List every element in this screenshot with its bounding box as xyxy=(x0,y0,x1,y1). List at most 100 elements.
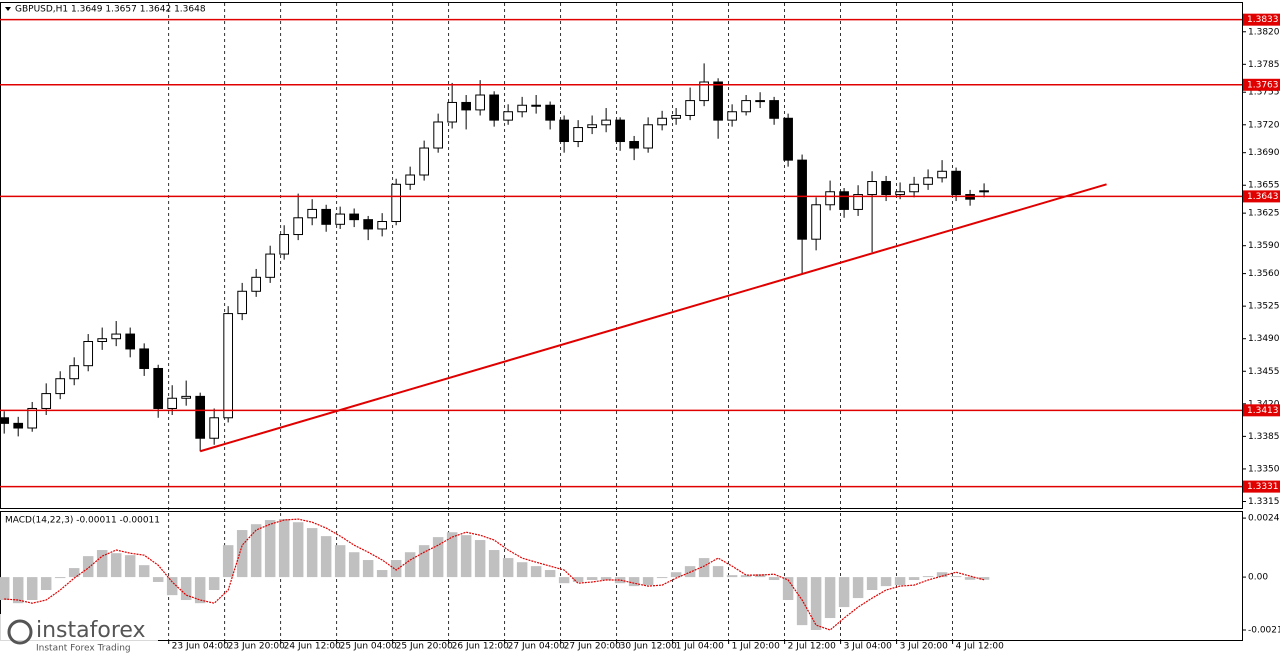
macd-bar xyxy=(166,577,178,596)
candle-body xyxy=(293,217,304,236)
macd-bar xyxy=(768,577,780,581)
price-panel xyxy=(0,2,1243,509)
candle-body xyxy=(867,181,877,196)
x-tick-label: 26 Jun 12:00 xyxy=(452,642,509,652)
candle-body xyxy=(531,104,541,107)
candle-body xyxy=(279,234,290,255)
candle-body xyxy=(909,183,919,193)
candle-body xyxy=(111,333,122,340)
macd-bar xyxy=(474,540,486,578)
macd-bar xyxy=(530,566,542,578)
candle-body xyxy=(27,407,38,429)
x-tick-label: 30 Jun 12:00 xyxy=(620,642,677,652)
macd-bar xyxy=(502,558,514,578)
macd-bar xyxy=(642,577,654,586)
macd-bar xyxy=(110,553,122,578)
candle-body xyxy=(209,417,220,439)
level-label: 1.3763 xyxy=(1247,80,1279,90)
watermark-logo xyxy=(7,619,33,645)
candle-body xyxy=(349,213,359,221)
candle-body xyxy=(0,417,10,424)
macd-bar xyxy=(558,577,570,584)
candle-body xyxy=(69,365,80,380)
macd-bar xyxy=(138,565,150,578)
x-tick-label: 1 Jul 20:00 xyxy=(732,642,781,652)
x-tick-label: 27 Jun 04:00 xyxy=(508,642,565,652)
candle-body xyxy=(685,100,695,116)
x-tick-label: 3 Jul 04:00 xyxy=(844,642,893,652)
candle-body xyxy=(167,397,178,409)
y-tick-label: 1.3690 xyxy=(1248,148,1280,158)
macd-bar xyxy=(488,550,500,578)
y-tick-label: 1.3755 xyxy=(1248,88,1280,98)
macd-bar xyxy=(586,577,598,581)
y-tick-label: 1.3525 xyxy=(1248,302,1280,312)
y-tick-label: 0.00 xyxy=(1248,573,1268,583)
y-tick-label: 1.3655 xyxy=(1248,181,1280,191)
candle-body xyxy=(447,101,457,123)
y-tick-label: 1.3420 xyxy=(1248,399,1280,409)
macd-bar xyxy=(180,577,192,601)
x-tick-label: 23 Jun 04:00 xyxy=(172,642,229,652)
macd-bar xyxy=(572,577,584,582)
macd-bar xyxy=(236,530,248,578)
macd-bar xyxy=(194,577,206,604)
macd-bar xyxy=(628,577,640,587)
macd-bar xyxy=(698,558,710,578)
macd-bar xyxy=(712,566,724,578)
y-tick-label: 1.3385 xyxy=(1248,432,1280,442)
candle-body xyxy=(489,94,499,121)
candle-body xyxy=(839,191,849,210)
candle-body xyxy=(433,121,443,149)
candle-body xyxy=(139,348,150,369)
candle-body xyxy=(629,141,639,149)
candle-body xyxy=(391,183,401,223)
x-tick-label: 4 Jul 12:00 xyxy=(956,642,1005,652)
macd-bar xyxy=(978,577,990,580)
candle-body xyxy=(755,100,765,103)
candle-body xyxy=(335,213,345,225)
macd-bar xyxy=(824,577,836,619)
y-tick-label: 1.3720 xyxy=(1248,120,1280,130)
candle-body xyxy=(223,313,234,419)
candle-body xyxy=(475,94,485,111)
macd-title: MACD(14,22,3) -0.00011 -0.00011 xyxy=(5,516,160,526)
macd-bar xyxy=(124,555,136,578)
macd-bar xyxy=(26,577,38,601)
y-tick-label: 1.3350 xyxy=(1248,464,1280,474)
macd-bar xyxy=(544,570,556,578)
candle-body xyxy=(419,147,429,176)
candle-body xyxy=(307,208,318,219)
x-tick-label: 24 Jun 12:00 xyxy=(284,642,341,652)
y-tick-label: 1.3490 xyxy=(1248,334,1280,344)
candle-body xyxy=(769,100,779,119)
macd-bar xyxy=(250,524,262,578)
candle-body xyxy=(559,119,569,143)
macd-panel xyxy=(0,511,1243,641)
macd-bar xyxy=(936,572,948,578)
y-tick-label: 1.3785 xyxy=(1248,60,1280,70)
candle-body xyxy=(923,177,933,185)
candle-body xyxy=(671,114,681,119)
macd-bar xyxy=(208,577,220,591)
candle-body xyxy=(657,117,667,126)
macd-bar xyxy=(264,520,276,578)
level-label: 1.3643 xyxy=(1247,192,1279,202)
candle-body xyxy=(573,127,583,143)
macd-bar xyxy=(376,570,388,578)
macd-bar xyxy=(152,577,164,582)
candle-body xyxy=(741,100,751,113)
macd-bar xyxy=(852,577,864,599)
watermark-bg xyxy=(0,614,158,654)
y-tick-label: -0.00217 xyxy=(1248,626,1280,636)
candle-body xyxy=(587,124,597,129)
macd-bar xyxy=(656,577,668,579)
candle-body xyxy=(545,104,555,121)
candle-body xyxy=(363,219,373,230)
macd-bar xyxy=(68,568,80,578)
watermark: instaforex Instant Forex Trading xyxy=(0,614,158,654)
candle-body xyxy=(797,159,807,240)
y-tick-label: 1.3590 xyxy=(1248,241,1280,251)
